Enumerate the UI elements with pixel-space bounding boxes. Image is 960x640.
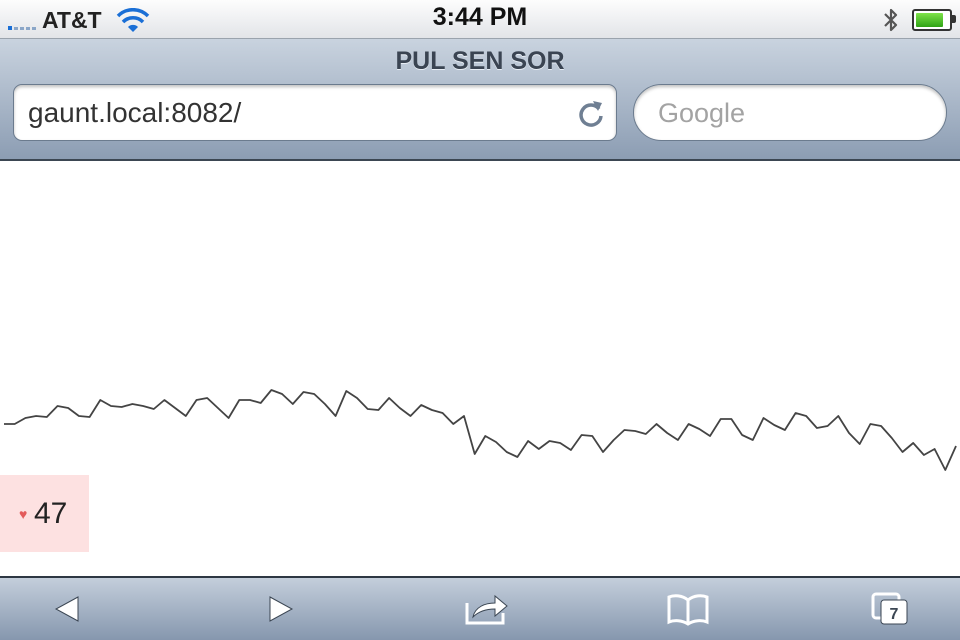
bpm-readout: ♥ 47 bbox=[0, 475, 89, 552]
bookmarks-button[interactable] bbox=[648, 578, 728, 640]
heart-icon: ♥ bbox=[19, 506, 28, 522]
bluetooth-icon bbox=[884, 8, 898, 32]
signal-bars-icon bbox=[8, 12, 36, 30]
share-icon bbox=[465, 594, 508, 625]
tab-count: 7 bbox=[890, 606, 899, 623]
back-button[interactable] bbox=[27, 578, 107, 640]
pulse-chart bbox=[4, 389, 957, 471]
tabs-icon: 7 bbox=[871, 592, 908, 625]
carrier-info: AT&T bbox=[8, 7, 150, 34]
battery-level bbox=[916, 13, 943, 27]
address-bar[interactable]: gaunt.local:8082/ bbox=[13, 84, 617, 141]
wifi-icon bbox=[116, 7, 149, 32]
share-button[interactable] bbox=[447, 578, 527, 640]
browser-toolbar: 7 bbox=[0, 576, 960, 640]
status-right bbox=[882, 6, 956, 34]
url-text: gaunt.local:8082/ bbox=[28, 97, 242, 128]
browser-navbar: PUL SEN SOR gaunt.local:8082/ Google bbox=[0, 39, 960, 161]
page-title: PUL SEN SOR bbox=[395, 47, 565, 75]
pulse-series-line bbox=[4, 389, 957, 471]
back-icon bbox=[54, 596, 79, 622]
forward-button[interactable] bbox=[241, 578, 321, 640]
status-bar: AT&T 3:44 PM bbox=[0, 0, 960, 39]
tabs-button[interactable]: 7 bbox=[850, 578, 930, 640]
clock: 3:44 PM bbox=[432, 3, 528, 31]
bookmarks-icon bbox=[667, 594, 709, 626]
page-content: ♥ 47 bbox=[0, 161, 960, 576]
search-placeholder: Google bbox=[658, 98, 746, 128]
forward-icon bbox=[269, 596, 294, 622]
bpm-value: 47 bbox=[34, 497, 68, 530]
carrier-name: AT&T bbox=[42, 7, 102, 33]
reload-icon[interactable] bbox=[576, 97, 606, 129]
search-field[interactable]: Google bbox=[633, 84, 947, 141]
battery-icon bbox=[912, 9, 956, 31]
